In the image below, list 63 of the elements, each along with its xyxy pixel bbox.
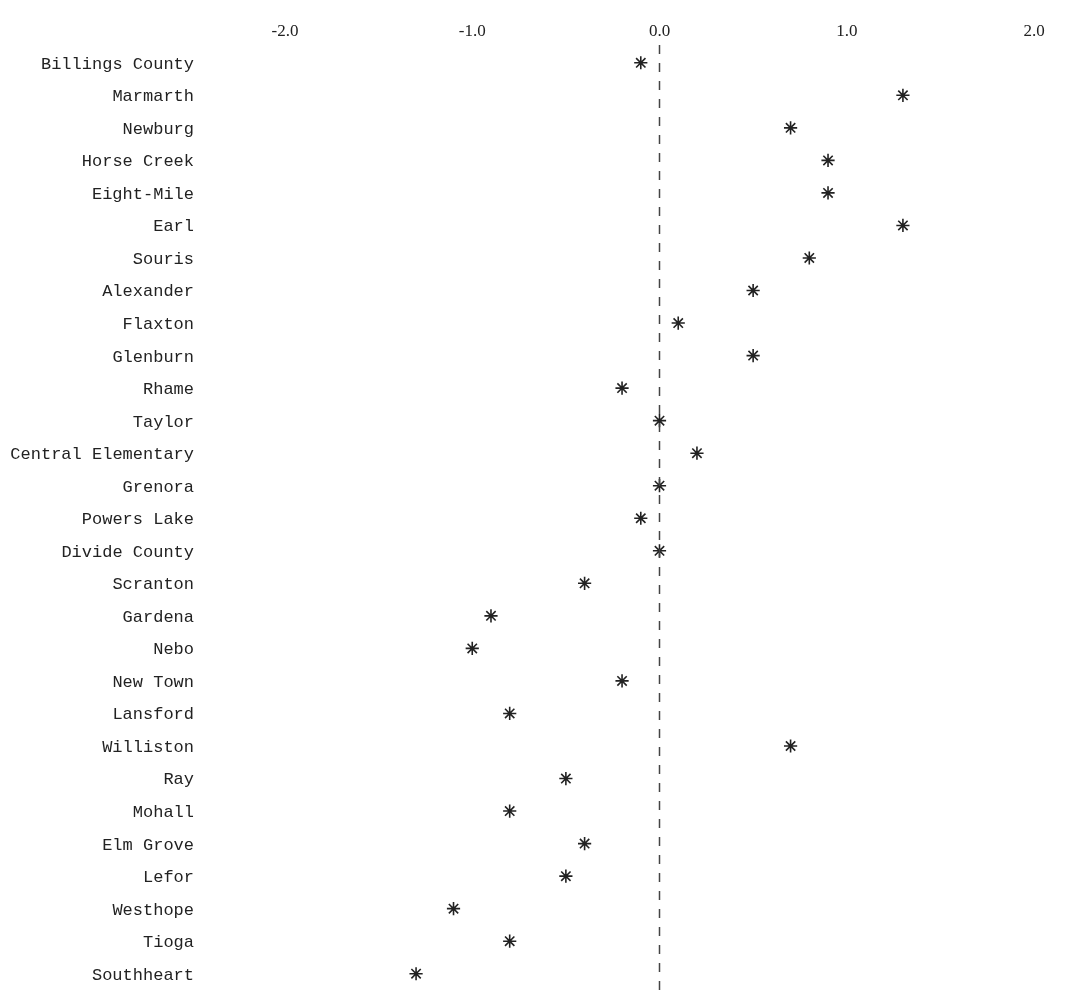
y-tick-label: Tioga [142,933,194,953]
y-tick-label: Lansford [112,705,194,725]
point [670,315,686,331]
point [614,380,630,396]
y-tick-label: Central Elementary [10,445,194,465]
point [895,87,911,103]
y-tick-label: Souris [132,249,194,269]
point [483,608,499,624]
y-tick-label: Horse Creek [81,152,194,172]
x-tick-label: 2.0 [1023,20,1045,40]
x-tick-label: 1.0 [836,20,858,40]
y-tick-label: Newburg [122,119,194,139]
point [745,283,761,298]
point [820,185,836,201]
point [633,55,649,71]
y-tick-label: Earl [153,217,194,237]
y-tick-label: Rhame [142,380,194,400]
y-tick-label: Southheart [91,965,194,985]
point [801,250,817,266]
y-tick-label: Taylor [132,412,194,432]
x-tick-label: 0.0 [648,20,671,40]
y-tick-label: Ray [163,770,194,790]
y-tick-label: Nebo [153,640,194,660]
y-tick-label: New Town [112,672,194,692]
y-tick-label: Powers Lake [81,510,194,530]
y-tick-label: Flaxton [122,315,194,334]
point [408,966,424,982]
point [558,771,574,786]
point [577,836,592,851]
x-tick-label: -1.0 [458,20,486,40]
y-tick-label: Scranton [112,575,194,595]
y-tick-label: Eight-Mile [91,184,194,204]
point [502,706,518,721]
point [895,218,911,233]
point [558,868,574,884]
x-tick-label: -2.0 [271,20,299,40]
y-tick-label: Billings County [40,54,194,74]
point [633,510,649,526]
y-tick-label: Williston [102,737,194,757]
point [502,803,518,819]
y-tick-label: Glenburn [112,347,194,367]
point [464,640,480,656]
point [783,738,798,754]
y-tick-label: Gardena [122,607,194,627]
point [652,478,667,494]
point [820,152,836,168]
point [783,120,798,136]
y-tick-label: Marmarth [112,87,194,107]
point [652,413,667,429]
y-tick-label: Mohall [132,803,194,823]
point [652,543,667,559]
y-tick-label: Lefor [142,868,194,888]
point [577,575,592,591]
y-tick-label: Elm Grove [102,835,194,855]
point [745,348,761,363]
y-tick-label: Westhope [112,900,194,920]
point [446,901,461,917]
point [689,445,705,461]
point [614,673,630,689]
y-tick-label: Alexander [102,282,194,302]
point [502,933,518,949]
y-tick-label: Grenora [122,477,194,497]
y-tick-label: Divide County [61,542,194,562]
